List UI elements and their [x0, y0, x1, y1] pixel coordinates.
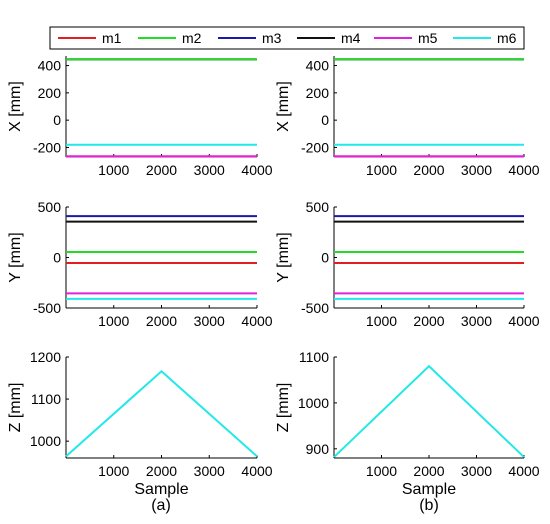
y-tick-label: 500	[38, 199, 62, 215]
x-tick-label: 1000	[98, 463, 129, 479]
y-axis-label: Z [mm]	[7, 383, 24, 433]
y-tick-label: 900	[306, 441, 330, 457]
x-tick-label: 4000	[241, 313, 272, 329]
legend-box	[49, 26, 525, 50]
y-tick-label: 400	[306, 58, 330, 74]
legend-label-m6: m6	[497, 30, 517, 46]
x-tick-label: 1000	[366, 162, 397, 178]
y-tick-label: 1000	[298, 395, 329, 411]
x-tick-label: 2000	[146, 313, 177, 329]
x-tick-label: 4000	[508, 463, 539, 479]
y-tick-label: 1000	[30, 433, 61, 449]
x-tick-label: 4000	[508, 162, 539, 178]
legend-label-m1: m1	[102, 30, 122, 46]
y-tick-label: 0	[321, 250, 329, 266]
legend-label-m4: m4	[341, 30, 361, 46]
x-tick-label: 3000	[461, 162, 492, 178]
series-line-m6	[65, 369, 258, 458]
x-tick-label: 3000	[461, 463, 492, 479]
x-tick-label: 1000	[98, 162, 129, 178]
y-tick-label: 0	[53, 250, 61, 266]
x-tick-label: 3000	[194, 463, 225, 479]
x-tick-label: 4000	[508, 313, 539, 329]
y-tick-label: 0	[321, 112, 329, 128]
y-axis-label: Z [mm]	[275, 383, 292, 433]
x-tick-label: 2000	[146, 463, 177, 479]
y-tick-label: 0	[53, 112, 61, 128]
x-tick-label: 3000	[194, 162, 225, 178]
panel-caption-b: (b)	[419, 497, 439, 514]
x-tick-label: 2000	[413, 313, 444, 329]
x-tick-label: 3000	[461, 313, 492, 329]
y-tick-label: 1100	[31, 391, 61, 407]
legend: m1 m2 m3 m4 m5 m6	[49, 26, 525, 50]
y-axis-label: Y [mm]	[7, 232, 24, 282]
panel-b-z: 1000 2000 3000 4000 1100 1000 900 Z [mm] Sample	[275, 349, 540, 498]
y-tick-label: 500	[306, 199, 330, 215]
y-tick-label: -200	[301, 139, 329, 155]
x-tick-label: 2000	[413, 463, 444, 479]
x-tick-label: 3000	[194, 313, 225, 329]
series-line-m6	[333, 364, 525, 458]
y-tick-label: -500	[301, 300, 329, 316]
x-axis-label: Sample	[402, 481, 456, 498]
y-tick-label: 200	[38, 85, 62, 101]
panel-a-z: 1000 2000 3000 4000 1200 1100 1000 Z [mm] Sample	[7, 349, 273, 498]
legend-label-m3: m3	[262, 30, 282, 46]
y-tick-label: -200	[33, 139, 61, 155]
legend-label-m5: m5	[418, 30, 438, 46]
x-axis-label: Sample	[134, 481, 188, 498]
y-tick-label: 1200	[30, 349, 61, 365]
panel-caption-a: (a)	[151, 497, 171, 514]
x-tick-label: 1000	[366, 313, 397, 329]
y-tick-label: 200	[306, 85, 330, 101]
y-axis-label: X [mm]	[7, 81, 24, 132]
y-tick-label: 400	[38, 58, 62, 74]
x-tick-label: 4000	[241, 463, 272, 479]
y-tick-label: -500	[33, 300, 61, 316]
y-axis-label: Y [mm]	[275, 232, 292, 282]
legend-label-m2: m2	[182, 30, 202, 46]
y-axis-label: X [mm]	[275, 81, 292, 132]
x-tick-label: 2000	[146, 162, 177, 178]
x-tick-label: 1000	[366, 463, 397, 479]
x-tick-label: 4000	[241, 162, 272, 178]
y-tick-label: 1100	[299, 349, 329, 365]
x-tick-label: 1000	[98, 313, 129, 329]
x-tick-label: 2000	[413, 162, 444, 178]
